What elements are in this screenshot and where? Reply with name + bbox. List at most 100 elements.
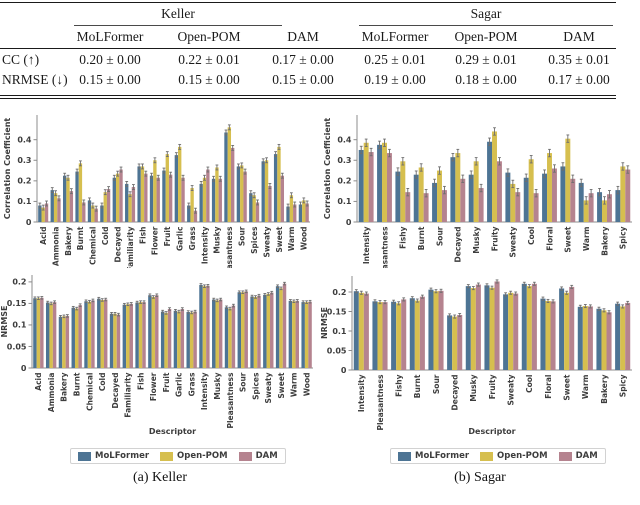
x-tick-label: Warm [287,226,296,251]
bar [181,177,185,222]
bar [305,203,309,222]
table-cell: 0.35 ± 0.01 [548,52,610,67]
bar [602,200,607,222]
bar [218,299,223,368]
y-axis-label: Correlation Coefficient [323,118,332,220]
x-tick-label: Floral [545,226,554,250]
y-tick-label: 0.05 [327,346,347,355]
x-tick-label: Garlic [175,373,184,398]
bar [492,131,497,222]
legend-label: Open-POM [497,451,548,461]
bar [244,291,248,368]
x-tick-label: Spicy [619,226,628,249]
bar [515,192,521,222]
keller-cc-chart: 0 0.1 0.2 0.3 0.4 Correlation Coefficient Acid… [3,115,310,268]
table-cell: 0.25 ± 0.01 [364,52,426,67]
bar [582,306,588,370]
bar [473,161,479,222]
bar [569,286,575,370]
bar [565,138,571,222]
bar [151,296,156,368]
x-tick-label: Intensity [357,374,366,412]
col-header: DAM [287,29,319,44]
x-tick-label: Pleasantness [225,226,234,268]
molformer-swatch-icon [78,451,91,461]
x-tick-label: Acid [34,373,43,391]
col-header: MoLFormer [76,29,144,44]
bar [119,169,123,222]
x-tick-label: Fruit [163,226,172,246]
bar [206,285,210,368]
x-tick-label: Fish [138,227,147,245]
bar [240,165,244,222]
bar [137,166,141,222]
col-header: DAM [563,29,595,44]
row-label-nrmse: NRMSE (↓) [2,72,68,87]
bar [202,286,207,368]
bar [164,312,168,368]
bar [577,306,583,370]
bar [115,173,120,222]
bar [293,204,297,222]
molformer-swatch-icon [398,451,411,461]
x-tick-label: Fruit [162,372,171,392]
x-tick-label: Spicy [618,374,627,397]
x-tick-label: Sour [239,372,248,392]
x-tick-label: Burnt [76,226,85,250]
bar [36,298,41,368]
bar [270,292,274,368]
bar [533,193,539,222]
bar [428,289,434,370]
bar [302,200,306,222]
col-header: Open-POM [454,29,518,44]
bar [174,155,179,222]
x-tick-label: Pleasantness [380,226,389,268]
y-tick-label: 0.15 [7,299,27,308]
x-tick-label: Sweet [564,226,573,253]
x-tick-label: Burnt [413,374,422,398]
bar [94,208,98,222]
col-header: Open-POM [177,29,241,44]
x-tick-label: Bakery [60,372,69,401]
bar [503,294,509,370]
bar [228,308,232,368]
x-tick-label: Cold [101,227,110,246]
bar [457,315,463,370]
bar [52,302,57,368]
bar [528,159,534,222]
table-cell: 0.19 ± 0.00 [364,72,426,87]
x-tick-label: Decayed [450,375,459,411]
table-cell: 0.29 ± 0.01 [455,52,517,67]
bar [82,202,86,222]
x-tick-label: Decayed [111,373,120,409]
y-tick-label: 0.2 [332,288,346,297]
bar [288,300,293,368]
bar [218,178,222,222]
bar [215,300,219,368]
bar [162,170,166,222]
bar [419,296,425,370]
bar [570,178,576,222]
bar [261,161,265,222]
bar [168,174,173,222]
bar [353,291,359,370]
x-tick-label: Cold [98,373,107,392]
x-tick-label: Spices [251,372,260,400]
bar [153,160,157,222]
bar [400,161,406,222]
bar [601,310,607,370]
bar [252,195,256,222]
x-tick-label: Grass [188,226,197,250]
bar [368,152,374,222]
x-tick-label: Intensity [200,372,209,410]
group-header-sagar: Sagar [470,6,502,21]
x-tick-label: Decayed [454,227,463,263]
bar [409,298,415,370]
bar [475,284,481,370]
bar [487,141,493,222]
y-tick-label: 0 [346,218,352,227]
bar [75,171,79,222]
bar [382,142,387,222]
x-tick-label: Sour [432,374,441,394]
